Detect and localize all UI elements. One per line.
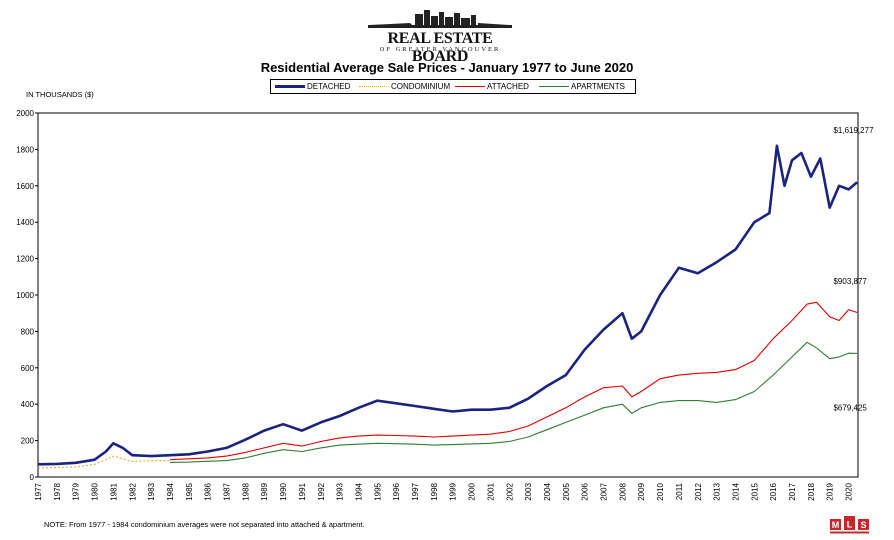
y-tick-label: 1000 — [16, 291, 34, 300]
plot-area — [37, 112, 859, 478]
legend-swatch-apartments — [539, 86, 569, 87]
x-tick-label: 2010 — [656, 482, 665, 500]
y-tick-label: 1600 — [16, 182, 34, 191]
x-tick-label: 1978 — [53, 482, 62, 500]
legend-label-apartments: APARTMENTS — [571, 82, 625, 91]
x-tick-label: 2013 — [713, 482, 722, 500]
x-tick-label: 1984 — [166, 482, 175, 500]
y-tick-label: 1400 — [16, 218, 34, 227]
x-tick-label: 1993 — [336, 482, 345, 500]
x-tick-label: 1996 — [392, 482, 401, 500]
x-tick-label: 2005 — [562, 482, 571, 500]
x-tick-label: 2001 — [486, 482, 495, 500]
x-tick-label: 1980 — [91, 482, 100, 500]
legend-swatch-detached — [275, 85, 305, 88]
x-tick-label: 2000 — [468, 482, 477, 500]
x-tick-label: 1997 — [411, 482, 420, 500]
y-tick-label: 1800 — [16, 145, 34, 154]
real-estate-board-logo: REAL ESTATE BOARD OF GREATER VANCOUVER — [360, 6, 520, 65]
x-tick-label: 1985 — [185, 482, 194, 500]
y-tick-label: 800 — [21, 327, 35, 336]
series-line-apartments — [169, 341, 858, 463]
x-tick-label: 1995 — [373, 482, 382, 500]
mls-letter-m: M — [832, 520, 840, 530]
y-tick-label: 2000 — [16, 109, 34, 118]
x-tick-label: 2012 — [694, 482, 703, 500]
x-tick-label: 1989 — [260, 482, 269, 500]
y-tick-label: 200 — [21, 437, 35, 446]
series-line-attached — [169, 301, 858, 461]
x-tick-label: 1981 — [109, 482, 118, 500]
y-tick-label: 0 — [30, 473, 35, 482]
mls-logo-icon: M L S — [830, 516, 869, 534]
x-tick-label: 2002 — [505, 482, 514, 500]
legend-label-condominium: CONDOMINIUM — [391, 82, 451, 91]
chart-series — [37, 144, 858, 469]
x-tick-label: 2007 — [600, 482, 609, 500]
x-tick-label: 2014 — [731, 482, 740, 500]
series-line-detached — [37, 144, 858, 466]
x-tick-label: 1994 — [354, 482, 363, 500]
x-tick-label: 1990 — [279, 482, 288, 500]
x-tick-label: 2019 — [826, 482, 835, 500]
x-tick-label: 1986 — [204, 482, 213, 500]
x-tick-label: 1987 — [223, 482, 232, 500]
y-tick-label: 600 — [21, 364, 35, 373]
chart-labels: 1977 1978 1979 1980 1981 1982 1983 1984 1985 1986… — [16, 109, 874, 501]
legend-label-detached: DETACHED — [307, 82, 351, 91]
value-annotation: $903,877 — [833, 277, 867, 286]
legend-item-apartments: APARTMENTS — [539, 81, 625, 92]
x-tick-label: 2016 — [769, 482, 778, 500]
value-annotation: $1,619,277 — [833, 126, 874, 135]
x-tick-label: 2008 — [618, 482, 627, 500]
legend-label-attached: ATTACHED — [487, 82, 529, 91]
city-skyline-icon — [368, 10, 512, 28]
footnote: NOTE: From 1977 - 1984 condominium avera… — [44, 520, 365, 529]
chart-axes — [35, 112, 859, 478]
legend-item-condominium: CONDOMINIUM — [359, 81, 450, 92]
x-tick-label: 1983 — [147, 482, 156, 500]
x-tick-label: 1988 — [241, 482, 250, 500]
x-tick-label: 1979 — [72, 482, 81, 500]
x-tick-label: 1998 — [430, 482, 439, 500]
y-axis-label: IN THOUSANDS ($) — [26, 90, 94, 99]
mls-letter-l: L — [847, 520, 853, 530]
x-tick-label: 2020 — [845, 482, 854, 500]
mls-letter-s: S — [860, 520, 866, 530]
chart-title: Residential Average Sale Prices - Januar… — [260, 60, 634, 75]
x-tick-label: 1992 — [317, 482, 326, 500]
logo-title: REAL ESTATE BOARD — [387, 30, 493, 65]
legend-swatch-condominium — [359, 86, 389, 87]
y-tick-label: 400 — [21, 400, 35, 409]
chart-legend: DETACHED CONDOMINIUM ATTACHED APARTMENTS — [270, 79, 636, 94]
series-line-condominium — [37, 455, 170, 469]
x-tick-label: 2011 — [675, 482, 684, 500]
x-tick-label: 2018 — [807, 482, 816, 500]
mls-logo: M L S — [828, 515, 872, 535]
y-tick-label: 1200 — [16, 255, 34, 264]
x-tick-label: 1991 — [298, 482, 307, 500]
x-tick-label: 2003 — [524, 482, 533, 500]
logo-subtitle: OF GREATER VANCOUVER — [379, 46, 501, 53]
x-tick-label: 2017 — [788, 482, 797, 500]
value-annotation: $679,425 — [833, 404, 867, 413]
legend-swatch-attached — [455, 86, 485, 87]
x-tick-label: 1999 — [449, 482, 458, 500]
x-tick-label: 1982 — [128, 482, 137, 500]
x-tick-label: 2015 — [750, 482, 759, 500]
x-tick-label: 2009 — [637, 482, 646, 500]
x-tick-label: 2004 — [543, 482, 552, 500]
legend-item-attached: ATTACHED — [455, 81, 529, 92]
x-tick-label: 1977 — [34, 482, 43, 500]
legend-item-detached: DETACHED — [275, 81, 350, 92]
x-tick-label: 2006 — [581, 482, 590, 500]
